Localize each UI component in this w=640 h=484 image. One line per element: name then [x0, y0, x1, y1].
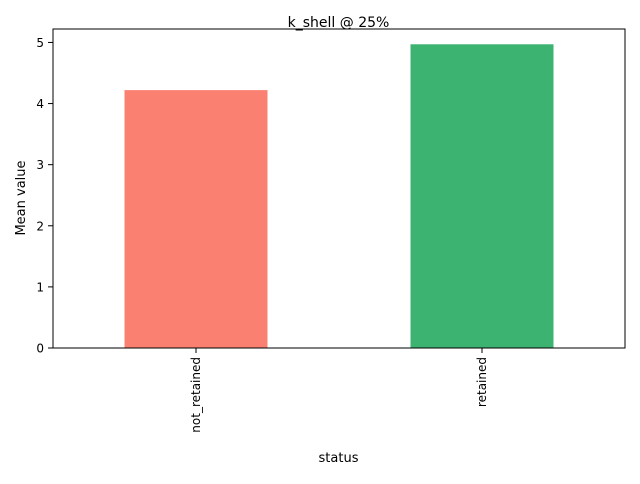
x-axis-label: status: [319, 451, 359, 466]
y-tick-label: 0: [36, 342, 44, 356]
y-tick-label: 4: [36, 97, 44, 111]
bars-layer: [124, 44, 554, 349]
plot-frame: [52, 28, 626, 349]
y-tick-label: 1: [36, 280, 44, 294]
y-tick-label: 2: [36, 219, 44, 233]
y-axis-label: Mean value: [14, 160, 29, 235]
bar-retained: [410, 44, 554, 349]
chart-title: k_shell @ 25%: [288, 15, 390, 31]
y-axis: 0 1 2 3 4 5: [36, 36, 53, 356]
bar-not_retained: [124, 90, 268, 348]
y-tick-label: 3: [36, 158, 44, 172]
x-axis: not_retained retained: [189, 348, 489, 433]
y-tick-label: 5: [36, 36, 44, 50]
x-tick-label: retained: [475, 357, 489, 407]
x-tick-label: not_retained: [189, 357, 203, 433]
